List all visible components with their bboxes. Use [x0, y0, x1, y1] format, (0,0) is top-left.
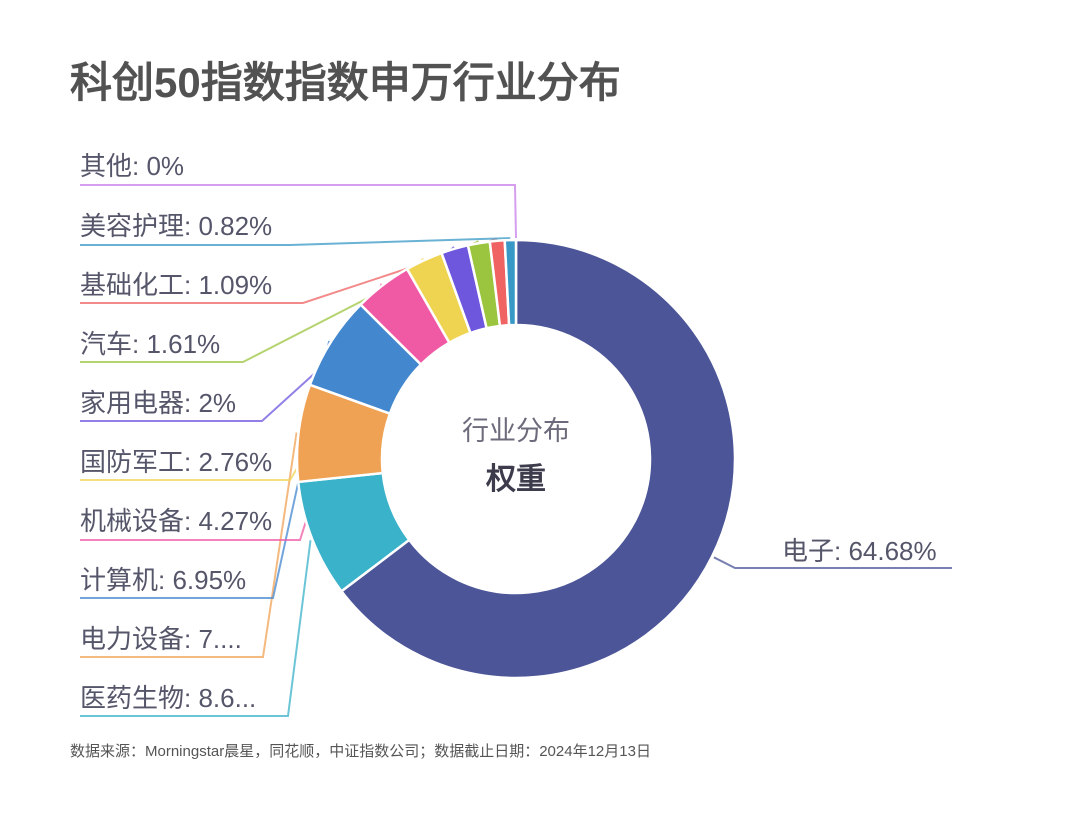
data-source-footnote: 数据来源：Morningstar晨星，同花顺，中证指数公司；数据截止日期：202…: [70, 743, 651, 760]
label-beauty-care: 美容护理: 0.82%: [80, 211, 273, 241]
label-leader-line: [80, 432, 298, 658]
label-automobile: 汽车: 1.61%: [80, 329, 221, 359]
label-electronics: 电子: 64.68%: [782, 536, 937, 566]
label-defense: 国防军工: 2.76%: [80, 447, 273, 477]
label-leader-line: [80, 184, 517, 239]
label-leader-line: [713, 556, 952, 569]
label-basic-chemicals: 基础化工: 1.09%: [80, 270, 273, 300]
label-machinery: 机械设备: 4.27%: [80, 506, 273, 536]
label-pharma-bio: 医药生物: 8.6...: [80, 683, 257, 713]
donut-slice: [340, 238, 737, 680]
label-leader-line: [80, 237, 511, 246]
label-leader-line: [80, 540, 312, 717]
donut-slice: [503, 238, 518, 327]
label-power-equipment: 电力设备: 7....: [80, 624, 242, 654]
donut-slices: [295, 238, 737, 680]
label-computer: 计算机: 6.95%: [80, 565, 247, 595]
page-title: 科创50指数指数申万行业分布: [70, 59, 621, 106]
label-home-appliances: 家用电器: 2%: [80, 388, 237, 418]
label-others: 其他: 0%: [80, 151, 185, 181]
center-label-weight: 权重: [486, 463, 546, 496]
center-label-category: 行业分布: [462, 416, 570, 446]
label-lines: [80, 184, 952, 717]
